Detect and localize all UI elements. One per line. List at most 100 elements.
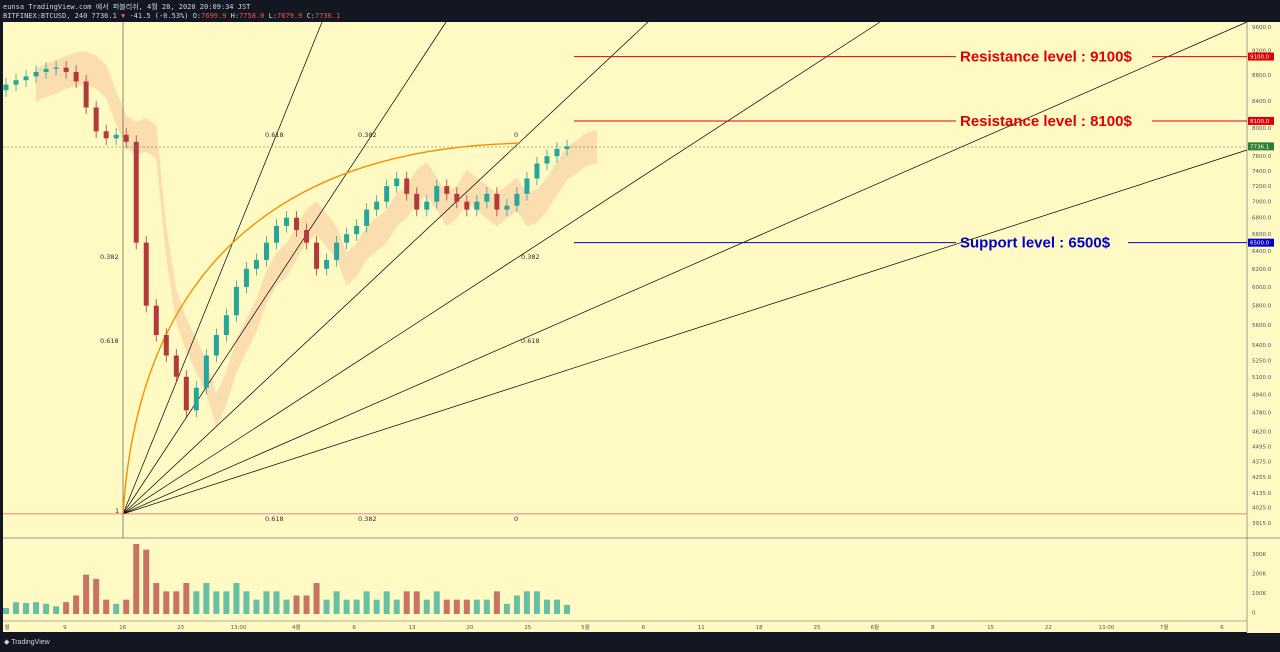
candle-body bbox=[263, 242, 269, 260]
ohlc-h-label: H: bbox=[230, 12, 240, 20]
volume-bar bbox=[303, 595, 310, 614]
time-tick-label: 6 bbox=[1220, 625, 1224, 631]
time-tick-label: 13:00 bbox=[1098, 625, 1114, 631]
candle-body bbox=[233, 286, 239, 316]
volume-bar bbox=[373, 599, 380, 614]
volume-bar bbox=[73, 595, 80, 614]
candle-body bbox=[13, 80, 19, 85]
volume-bar bbox=[63, 602, 70, 614]
volume-bar bbox=[473, 599, 480, 614]
price-tick-label: 4495.0 bbox=[1252, 445, 1272, 451]
time-tick-label: 8 bbox=[931, 625, 935, 631]
header-bar: eunsa TradingView.com 에서 퍼블리쉬, 4월 28, 20… bbox=[0, 0, 1280, 22]
volume-bar bbox=[133, 544, 140, 614]
fib-label: 0.382 bbox=[100, 253, 119, 261]
candle-body bbox=[444, 186, 450, 194]
price-tick-label: 4025.0 bbox=[1252, 506, 1272, 512]
time-tick-label: 6월 bbox=[871, 623, 880, 631]
volume-ticks: 300K 200K 100K 0 bbox=[1252, 552, 1266, 617]
price-tick-label: 5100.0 bbox=[1252, 375, 1272, 381]
chart-background bbox=[3, 22, 1247, 632]
price-tick-label: 4620.0 bbox=[1252, 429, 1272, 435]
price-ticks: 9600.0 9200.0 8800.0 8400.0 8000.0 7600.0 7400… bbox=[1252, 25, 1272, 527]
ohlc-h: 7758.0 bbox=[239, 12, 265, 20]
volume-bar bbox=[503, 603, 510, 614]
tradingview-logo[interactable]: ◆ TradingView bbox=[4, 638, 50, 646]
volume-bar bbox=[243, 591, 250, 614]
level-annotation: Support level : 6500$ bbox=[960, 235, 1111, 252]
price-tick-label: 6800.0 bbox=[1252, 216, 1272, 222]
candle-body bbox=[384, 186, 390, 202]
volume-bar bbox=[203, 583, 210, 614]
fan-line bbox=[122, 21, 1248, 515]
price-tick-label: 6600.0 bbox=[1252, 232, 1272, 238]
fan-line bbox=[122, 21, 323, 515]
fib-label: 1 bbox=[115, 507, 119, 515]
volume-bar bbox=[523, 591, 530, 614]
price-label-box bbox=[1248, 238, 1274, 247]
price-tick-label: 4135.0 bbox=[1252, 491, 1272, 497]
candle-body bbox=[103, 131, 109, 139]
price-tick-label: 8400.0 bbox=[1252, 99, 1272, 105]
price-tick-label: 6000.0 bbox=[1252, 285, 1272, 291]
candle-body bbox=[534, 163, 540, 179]
last-price: 7736.1 bbox=[91, 12, 117, 20]
candle-body bbox=[464, 201, 470, 210]
price-tick-label: 7000.0 bbox=[1252, 200, 1272, 206]
price-tick-label: 4255.0 bbox=[1252, 475, 1272, 481]
ohlc-o-label: O: bbox=[192, 12, 202, 20]
volume-bar bbox=[83, 574, 90, 614]
volume-bar bbox=[343, 599, 350, 614]
volume-bar bbox=[283, 599, 290, 614]
candle-body bbox=[514, 193, 520, 206]
price-tick-label: 4780.0 bbox=[1252, 411, 1272, 417]
candles bbox=[3, 61, 570, 417]
publish-info: eunsa TradingView.com 에서 퍼블리쉬, 4월 28, 20… bbox=[3, 3, 251, 11]
price-tick-label: 9600.0 bbox=[1252, 25, 1272, 31]
volume-bar bbox=[393, 599, 400, 614]
price-tick-label: 4940.0 bbox=[1252, 392, 1272, 398]
candle-body bbox=[434, 186, 440, 202]
time-tick-label: 13 bbox=[409, 625, 416, 631]
volume-bar bbox=[513, 595, 520, 614]
price-label-box bbox=[1248, 52, 1274, 61]
candle-body bbox=[334, 242, 340, 260]
volume-bar bbox=[533, 591, 540, 614]
candle-body bbox=[213, 335, 219, 356]
volume-tick-label: 300K bbox=[1252, 552, 1266, 558]
price-tick-label: 9200.0 bbox=[1252, 49, 1272, 55]
candle-body bbox=[394, 178, 400, 187]
fib-label: 0.618 bbox=[521, 337, 540, 345]
candle-body bbox=[554, 148, 560, 157]
candle-body bbox=[304, 230, 310, 243]
price-tick-label: 6200.0 bbox=[1252, 267, 1272, 273]
price-tick-label: 7400.0 bbox=[1252, 169, 1272, 175]
candle-body bbox=[43, 68, 49, 72]
price-tick-label: 6400.0 bbox=[1252, 249, 1272, 255]
time-tick-label: 15 bbox=[987, 625, 994, 631]
volume-bar bbox=[553, 599, 560, 614]
candle-body bbox=[143, 242, 149, 306]
price-tick-label: 7200.0 bbox=[1252, 184, 1272, 190]
time-tick-label: 월 bbox=[4, 623, 9, 631]
candle-body bbox=[163, 335, 169, 356]
price-tick-label: 8800.0 bbox=[1252, 73, 1272, 79]
price-label-box bbox=[1248, 142, 1274, 151]
fib-label: 0.618 bbox=[265, 515, 284, 523]
volume-tick-label: 0 bbox=[1252, 611, 1256, 617]
fib-label: 0.382 bbox=[521, 253, 540, 261]
volume-bar bbox=[463, 599, 470, 614]
volume-bar bbox=[443, 599, 450, 614]
time-tick-label: 11 bbox=[698, 625, 705, 631]
change-arrow-icon: ▼ bbox=[121, 12, 126, 20]
volume-bar bbox=[233, 583, 240, 614]
price-label-text: 6500.0 bbox=[1250, 241, 1270, 247]
candle-body bbox=[544, 156, 550, 164]
time-tick-label: 20 bbox=[466, 625, 473, 631]
candle-body bbox=[133, 141, 139, 243]
footer-bar: ◆ TradingView bbox=[0, 633, 1280, 652]
candle-body bbox=[223, 315, 229, 336]
price-tick-label: 5800.0 bbox=[1252, 304, 1272, 310]
candle-body bbox=[113, 134, 119, 139]
